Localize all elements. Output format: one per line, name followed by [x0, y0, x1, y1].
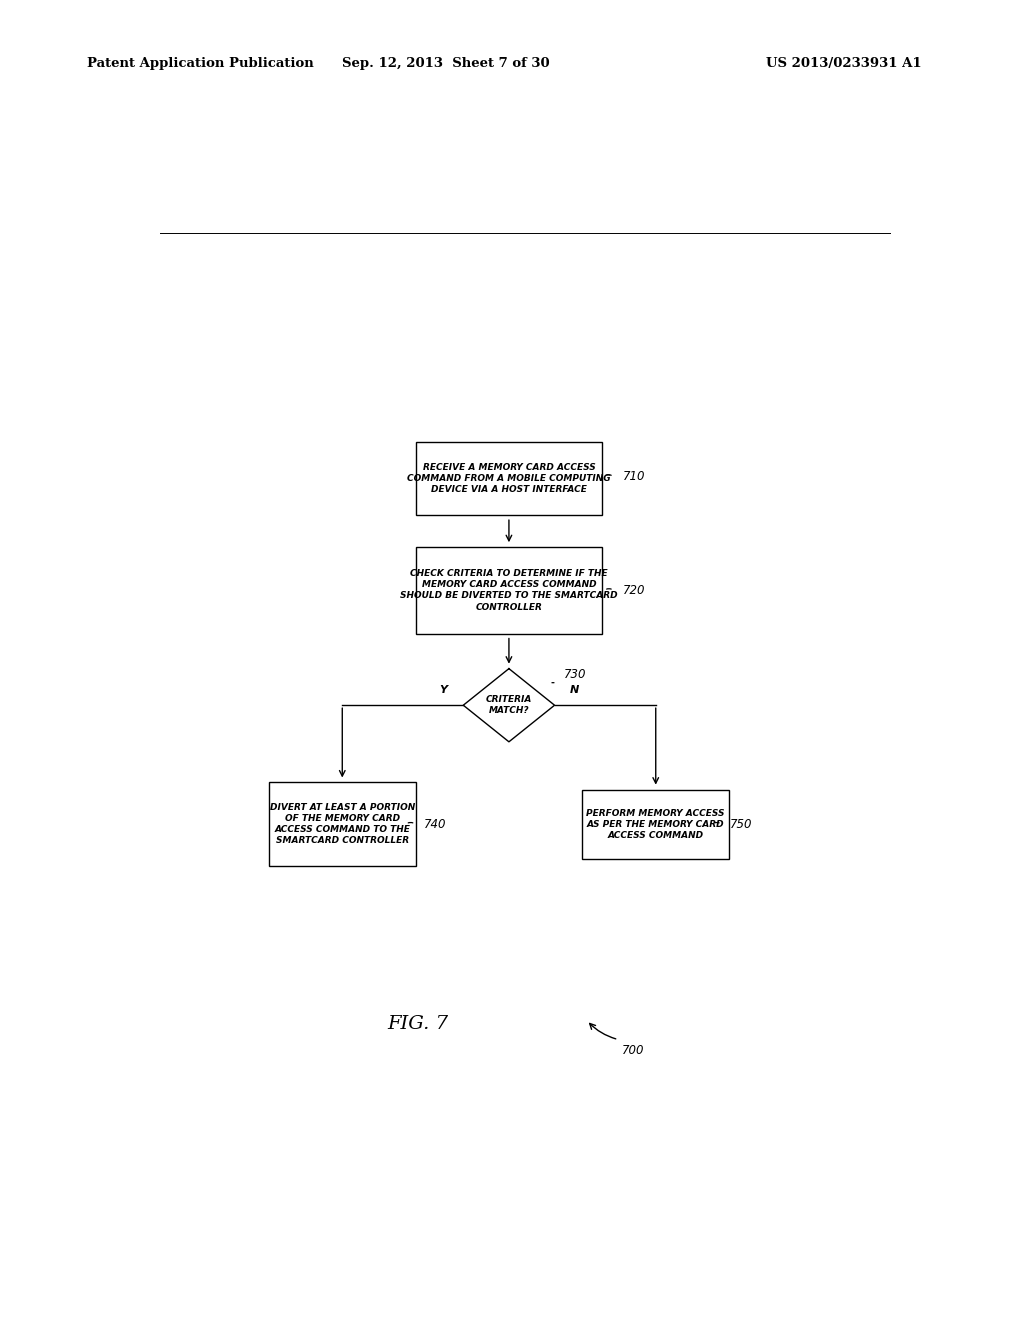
Text: FIG. 7: FIG. 7	[387, 1015, 449, 1034]
Text: US 2013/0233931 A1: US 2013/0233931 A1	[766, 57, 922, 70]
Text: PERFORM MEMORY ACCESS
AS PER THE MEMORY CARD
ACCESS COMMAND: PERFORM MEMORY ACCESS AS PER THE MEMORY …	[587, 809, 725, 840]
Text: 700: 700	[622, 1044, 644, 1057]
Text: Y: Y	[439, 685, 447, 694]
Text: Patent Application Publication: Patent Application Publication	[87, 57, 313, 70]
Polygon shape	[463, 669, 555, 742]
Text: Sep. 12, 2013  Sheet 7 of 30: Sep. 12, 2013 Sheet 7 of 30	[342, 57, 549, 70]
Text: CHECK CRITERIA TO DETERMINE IF THE
MEMORY CARD ACCESS COMMAND
SHOULD BE DIVERTED: CHECK CRITERIA TO DETERMINE IF THE MEMOR…	[400, 569, 617, 611]
FancyBboxPatch shape	[269, 783, 416, 866]
FancyBboxPatch shape	[416, 442, 602, 515]
Text: DIVERT AT LEAST A PORTION
OF THE MEMORY CARD
ACCESS COMMAND TO THE
SMARTCARD CON: DIVERT AT LEAST A PORTION OF THE MEMORY …	[269, 803, 415, 845]
FancyBboxPatch shape	[583, 789, 729, 859]
Text: 740: 740	[424, 817, 446, 830]
Text: N: N	[569, 685, 579, 694]
Text: RECEIVE A MEMORY CARD ACCESS
COMMAND FROM A MOBILE COMPUTING
DEVICE VIA A HOST I: RECEIVE A MEMORY CARD ACCESS COMMAND FRO…	[408, 463, 610, 494]
Text: 730: 730	[563, 668, 586, 681]
Text: 750: 750	[730, 817, 753, 830]
Text: 710: 710	[624, 470, 646, 483]
Text: 720: 720	[624, 583, 646, 597]
FancyBboxPatch shape	[416, 548, 602, 634]
Text: CRITERIA
MATCH?: CRITERIA MATCH?	[485, 696, 532, 715]
